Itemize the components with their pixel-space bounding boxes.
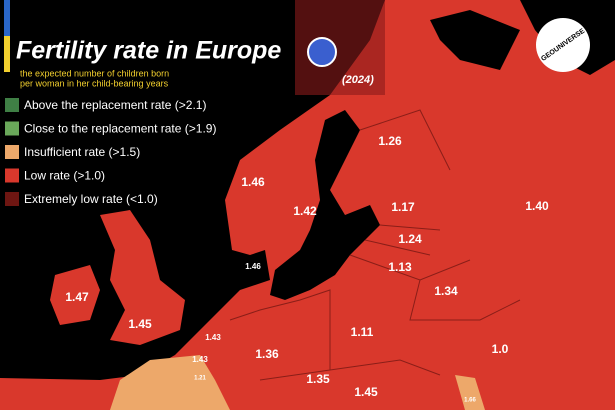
france	[110, 355, 230, 410]
map-label: 1.34	[434, 284, 458, 298]
legend-swatch	[5, 98, 19, 112]
uk	[100, 210, 185, 345]
icon	[307, 37, 337, 67]
legend-text: Above the replacement rate (>2.1)	[24, 98, 206, 112]
baltic-sea	[270, 110, 380, 300]
legend-swatch	[5, 168, 19, 183]
map-label: 1.46	[245, 262, 261, 271]
flag-blue	[4, 0, 10, 36]
map-label: 1.36	[255, 347, 279, 361]
border	[229, 109, 521, 381]
title: Fertility rate in Europe	[16, 37, 281, 65]
map-label: 1.45	[354, 385, 378, 399]
legend-swatch	[5, 121, 19, 136]
map-label: 1.17	[391, 200, 415, 214]
legend-label: Extremely low rate	[24, 192, 123, 206]
map-label: 1.0	[492, 342, 509, 356]
subtitle: per woman in her child-bearing years	[20, 78, 169, 88]
legend-threshold: (>1.0)	[73, 169, 105, 183]
map-label: 1.47	[65, 290, 89, 304]
legend-threshold: (<1.0)	[126, 192, 158, 206]
legend-swatch	[5, 145, 19, 159]
map-label: 1.11	[351, 325, 374, 339]
map-labels: 1.26 1.46 1.42 1.17 1.24 1.13 1.40 1.46 …	[65, 134, 549, 403]
map-label: 1.24	[398, 232, 422, 246]
white-sea	[430, 10, 520, 70]
legend-swatch	[5, 192, 19, 206]
legend-text: Close to the replacement rate (>1.9)	[24, 122, 216, 136]
map-label: 1.40	[525, 199, 549, 213]
legend-text: Insufficient rate (>1.5)	[24, 145, 140, 159]
map-label: 1.46	[241, 175, 265, 189]
map-label: 1.66	[464, 398, 476, 404]
legend: Above the replacement rate (>2.1) Close t…	[5, 98, 216, 206]
map-label: 1.42	[293, 204, 317, 218]
flag-yellow	[4, 36, 10, 72]
legend-text: Low rate (>1.0)	[24, 169, 105, 183]
legend-text: Extremely low rate (<1.0)	[24, 192, 158, 206]
legend-threshold: (>1.9)	[185, 122, 217, 136]
map-label: 1.21	[194, 376, 206, 382]
legend-threshold: (>1.5)	[109, 145, 141, 159]
legend-threshold: (>2.1)	[175, 98, 207, 112]
map-label: 1.43	[205, 333, 221, 342]
legend-label: Insufficient rate	[24, 145, 105, 159]
year: (2024)	[342, 74, 374, 86]
ireland	[50, 265, 100, 325]
map-label: 1.45	[128, 317, 152, 331]
legend-label: Above the replacement rate	[24, 98, 172, 112]
map-label: 1.13	[388, 260, 412, 274]
map-label: 1.43	[192, 355, 208, 364]
legend-label: Low rate	[24, 169, 70, 183]
map-label: 1.26	[378, 134, 402, 148]
subtitle: the expected number of children born	[20, 68, 169, 78]
legend-label: Close to the replacement rate	[24, 122, 182, 136]
logo	[536, 18, 590, 72]
moldova	[455, 375, 485, 410]
map-label: 1.35	[306, 372, 330, 386]
